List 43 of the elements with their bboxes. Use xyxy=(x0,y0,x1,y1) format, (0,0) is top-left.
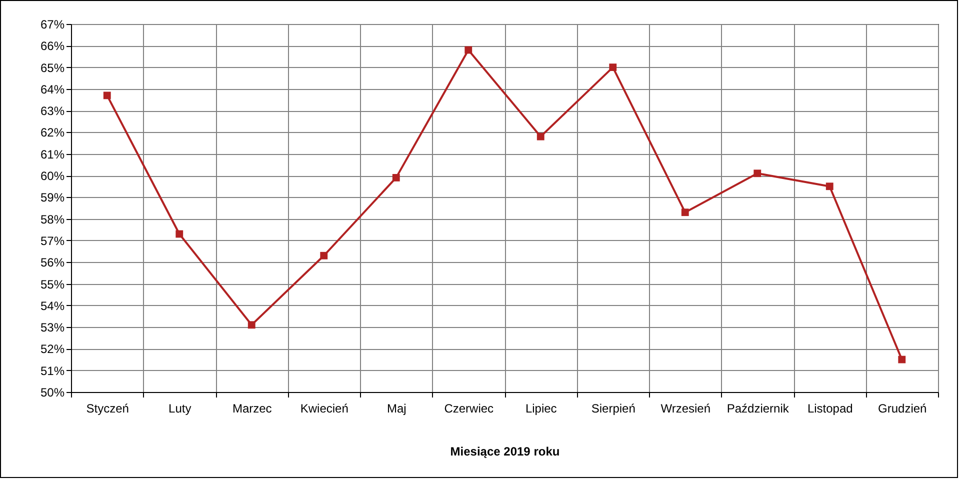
point xyxy=(464,46,472,54)
y-tick-label: 56% xyxy=(40,256,65,270)
point xyxy=(320,252,328,260)
y-tick-label: 61% xyxy=(40,147,65,162)
y-tick-label: 54% xyxy=(40,298,65,313)
x-tick-label: Luty xyxy=(168,402,192,416)
y-tick-label: 55% xyxy=(40,277,65,292)
y-tick-label: 53% xyxy=(40,320,65,335)
y-tick-label: 66% xyxy=(40,39,65,54)
y-tick-label: 51% xyxy=(40,364,65,378)
point xyxy=(754,170,762,178)
y-tick-label: 50% xyxy=(40,386,65,400)
point xyxy=(103,92,111,100)
x-tick-label: Wrzesień xyxy=(660,402,711,416)
x-tick-label: Lipiec xyxy=(525,402,557,416)
point xyxy=(609,64,617,71)
y-tick-label: 58% xyxy=(40,212,65,226)
y-tick-label: 67% xyxy=(40,18,65,32)
y-tick-label: 62% xyxy=(40,126,65,140)
y-tick-label: 60% xyxy=(40,169,65,184)
x-tick-label: Październik xyxy=(726,402,790,416)
y-tick-label: 64% xyxy=(40,82,65,96)
x-tick-label: Marzec xyxy=(232,402,272,416)
x-tick-label: Sierpień xyxy=(591,402,636,416)
x-tick-label: Styczeń xyxy=(86,402,129,416)
y-tick-label: 57% xyxy=(40,234,65,248)
x-tick-label: Czerwiec xyxy=(444,402,494,416)
x-tick-label: Kwiecień xyxy=(300,402,348,416)
point xyxy=(898,356,906,364)
y-tick-label: 52% xyxy=(40,342,65,356)
point xyxy=(248,321,256,329)
x-tick-label: Listopad xyxy=(807,402,853,416)
point xyxy=(536,132,544,140)
y-tick-label: 65% xyxy=(40,60,65,75)
y-tick-label: 59% xyxy=(40,190,65,205)
x-tick-label: Grudzień xyxy=(878,402,927,416)
point xyxy=(681,208,689,216)
x-tick-label: Maj xyxy=(386,402,406,416)
x-axis-title: Miesiące 2019 roku xyxy=(450,444,560,458)
point xyxy=(826,182,834,190)
point xyxy=(176,230,184,238)
y-tick-label: 63% xyxy=(40,104,65,118)
point xyxy=(392,174,400,182)
